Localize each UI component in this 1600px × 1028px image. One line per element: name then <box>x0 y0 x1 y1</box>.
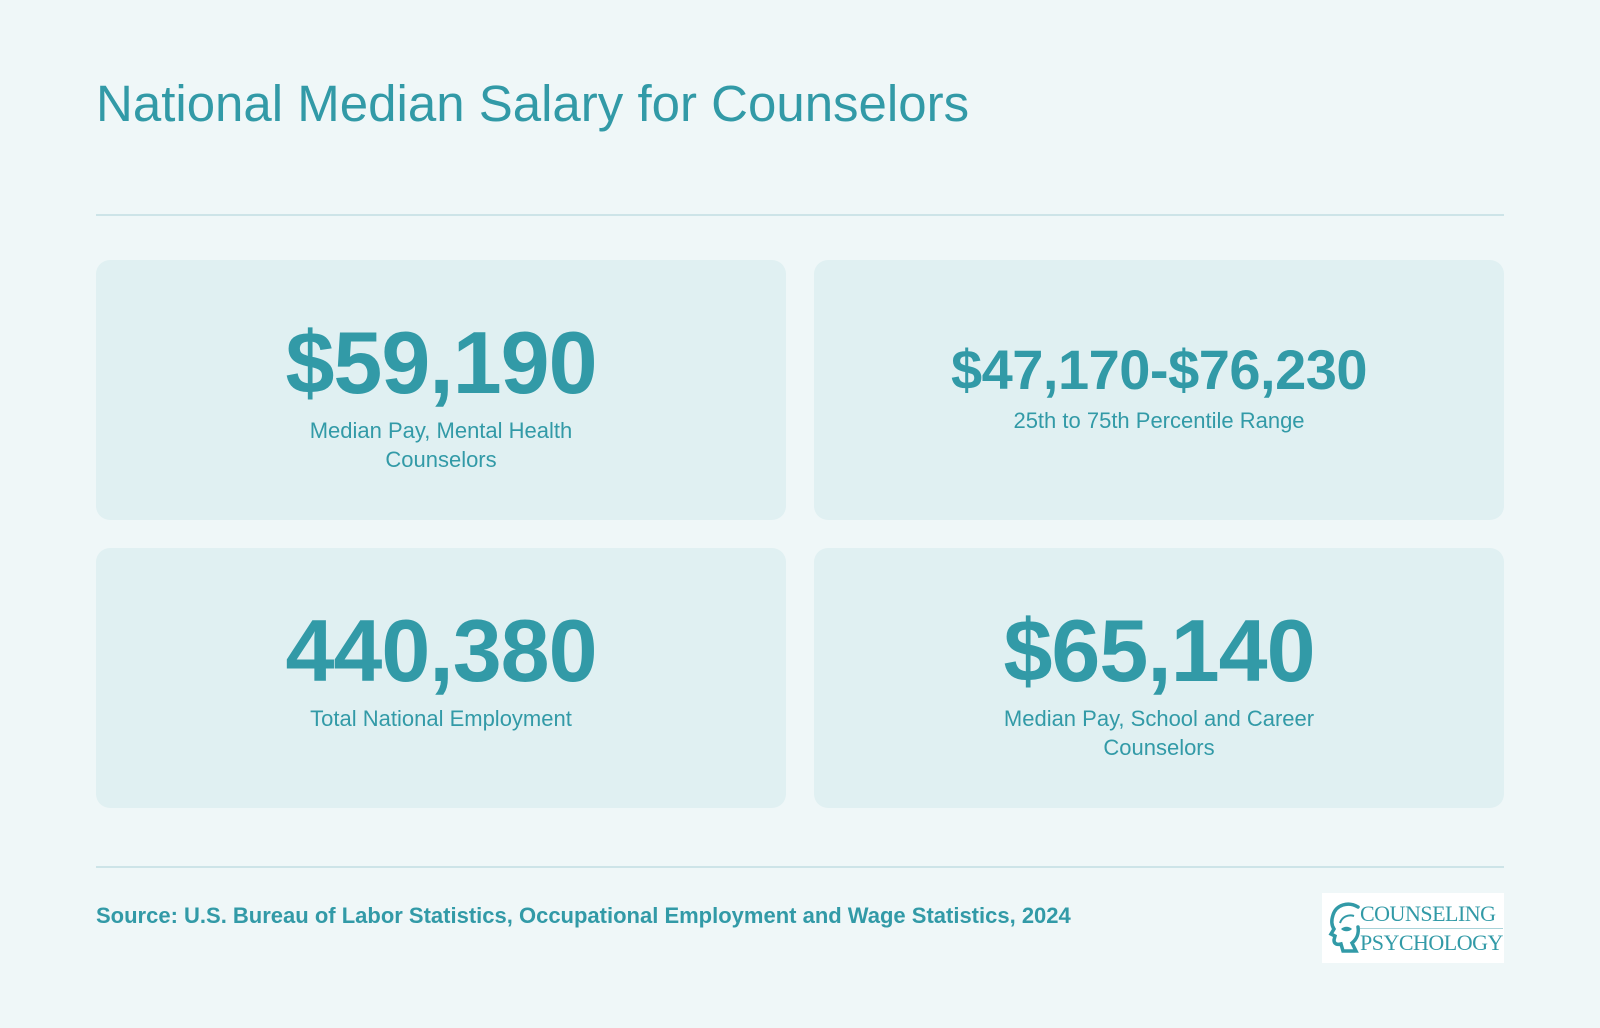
stat-card-percentile-range: $47,170-$76,230 25th to 75th Percentile … <box>814 260 1504 520</box>
counseling-psychology-logo: COUNSELING PSYCHOLOGY <box>1322 893 1504 963</box>
stat-value: $47,170-$76,230 <box>951 338 1368 401</box>
stat-caption: Total National Employment <box>310 706 572 731</box>
logo-line-psychology: PSYCHOLOGY <box>1360 929 1503 955</box>
page-title: National Median Salary for Counselors <box>96 75 970 132</box>
stat-card-total-employment: 440,380 Total National Employment <box>96 548 786 808</box>
stat-caption: 25th to 75th Percentile Range <box>1013 408 1305 433</box>
logo-wordmark: COUNSELING PSYCHOLOGY <box>1360 902 1503 955</box>
infographic: National Median Salary for Counselors $5… <box>96 0 1504 1028</box>
head-silhouette-icon <box>1328 902 1360 953</box>
stat-caption: Median Pay, School and Career Counselors <box>1003 706 1315 760</box>
stat-card-school-career-median: $65,140 Median Pay, School and Career Co… <box>814 548 1504 808</box>
stat-value: $59,190 <box>285 313 597 412</box>
logo-line-counseling: COUNSELING <box>1360 902 1503 929</box>
stat-caption: Median Pay, Mental Health Counselors <box>309 418 573 472</box>
stat-card-mental-health-median: $59,190 Median Pay, Mental Health Counse… <box>96 260 786 520</box>
stat-value: 440,380 <box>285 601 597 700</box>
stats-grid: $59,190 Median Pay, Mental Health Counse… <box>96 260 1504 808</box>
bottom-divider <box>96 866 1504 868</box>
source-citation: Source: U.S. Bureau of Labor Statistics,… <box>96 903 1071 928</box>
top-divider <box>96 214 1504 216</box>
stat-value: $65,140 <box>1003 601 1315 700</box>
